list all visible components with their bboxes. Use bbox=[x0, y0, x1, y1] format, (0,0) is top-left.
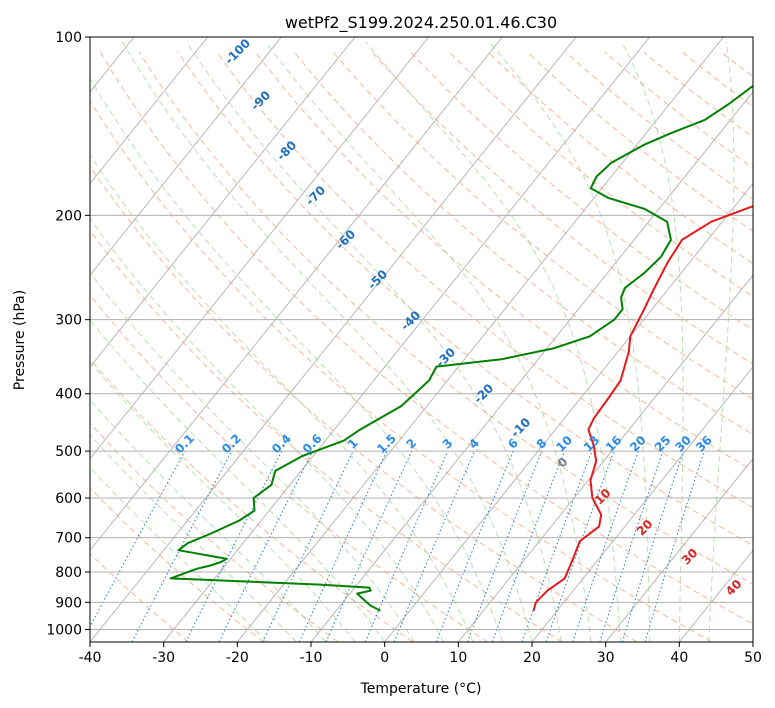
y-tick-label: 100 bbox=[55, 30, 82, 46]
mixing-ratio-line bbox=[572, 450, 639, 642]
isotherm-line bbox=[90, 37, 356, 368]
moist-adiabat-line bbox=[365, 41, 621, 642]
moist-adiabat-line bbox=[90, 77, 503, 642]
y-tick-label: 600 bbox=[55, 491, 82, 507]
moist-adiabat-line bbox=[265, 41, 592, 642]
dry-adiabat-line bbox=[293, 51, 753, 436]
x-tick-label: 20 bbox=[523, 650, 541, 666]
dry-adiabat-line bbox=[90, 358, 414, 642]
mixing-ratio-line bbox=[599, 450, 664, 642]
moist-adiabat-line bbox=[90, 361, 356, 642]
x-tick-label: 40 bbox=[670, 650, 688, 666]
moist-adiabat-line bbox=[90, 217, 445, 642]
y-tick-label: 400 bbox=[55, 387, 82, 403]
moist-adiabat-line bbox=[90, 319, 386, 642]
y-tick-label: 200 bbox=[55, 208, 82, 224]
y-axis-label: Pressure (hPa) bbox=[12, 290, 28, 390]
dry-adiabat-line bbox=[371, 51, 753, 365]
dry-adiabat-line bbox=[90, 165, 638, 642]
moist-adiabat-line bbox=[90, 434, 297, 642]
x-tick-label: 10 bbox=[449, 650, 467, 666]
isotherm-line bbox=[163, 37, 651, 642]
isotherm-line bbox=[384, 182, 753, 642]
mixing-ratio-line bbox=[521, 450, 593, 642]
y-tick-label: 700 bbox=[55, 531, 82, 547]
moist-adiabat-line bbox=[621, 41, 684, 642]
isotherm-line bbox=[457, 274, 753, 642]
x-tick-label: -30 bbox=[152, 650, 175, 666]
dewpoint-line bbox=[169, 84, 753, 612]
mixing-ratio-line bbox=[435, 450, 514, 642]
mixing-ratio-line bbox=[467, 450, 543, 642]
isotherm-line bbox=[90, 37, 282, 276]
mixing-ratio-line bbox=[545, 450, 615, 642]
dry-adiabat-line bbox=[90, 99, 712, 642]
y-tick-label: 800 bbox=[55, 565, 82, 581]
mixing-ratio-line bbox=[218, 450, 314, 642]
moist-adiabat-line bbox=[90, 466, 268, 642]
isotherm-line bbox=[605, 457, 753, 642]
mixing-ratio-line bbox=[393, 450, 475, 642]
y-tick-label: 500 bbox=[55, 444, 82, 460]
isotherm-line bbox=[90, 37, 577, 642]
moist-adiabat-line bbox=[708, 42, 735, 642]
x-tick-label: -40 bbox=[79, 650, 102, 666]
axes: -40 -30 -20 -10 0 10 20 30 40 50 100 200 300 400 500 60… bbox=[46, 30, 762, 666]
isotherm-line bbox=[90, 37, 503, 552]
y-tick-label: 900 bbox=[55, 595, 82, 611]
plot-frame bbox=[89, 36, 754, 643]
dry-adiabat-line bbox=[90, 552, 190, 642]
isotherm-line bbox=[90, 37, 430, 460]
dry-adiabat-line bbox=[332, 51, 753, 400]
dry-adiabat-line bbox=[90, 422, 339, 642]
background-lines bbox=[90, 37, 753, 642]
y-tick-label: 1000 bbox=[46, 622, 82, 638]
temperature-line bbox=[532, 205, 753, 612]
moist-adiabat-line bbox=[122, 41, 533, 642]
dry-adiabat-line bbox=[90, 294, 488, 642]
chart-title: wetPf2_S199.2024.250.01.46.C30 bbox=[285, 13, 557, 33]
moist-adiabat-line bbox=[186, 41, 562, 642]
mixing-ratio-line bbox=[491, 450, 566, 642]
isotherm-line bbox=[236, 37, 724, 642]
y-tick-label: 300 bbox=[55, 313, 82, 329]
x-tick-label: -10 bbox=[300, 650, 323, 666]
dry-adiabat-line bbox=[410, 51, 753, 331]
mixing-ratio-line bbox=[90, 450, 186, 628]
moist-adiabat-line bbox=[489, 41, 651, 642]
mixing-ratio-line bbox=[621, 450, 684, 642]
x-tick-label: 0 bbox=[380, 650, 389, 666]
mixing-ratio-line bbox=[325, 450, 413, 642]
moist-adiabat-line bbox=[90, 154, 474, 642]
profile-series bbox=[169, 84, 753, 612]
x-tick-label: -20 bbox=[226, 650, 249, 666]
x-axis-label: Temperature (°C) bbox=[360, 681, 482, 697]
mixing-ratio-line bbox=[364, 450, 449, 642]
isotherm-line bbox=[531, 366, 753, 642]
x-tick-label: 30 bbox=[597, 650, 615, 666]
mixing-ratio-line bbox=[644, 450, 705, 642]
moist-adiabat-line bbox=[90, 399, 327, 642]
x-tick-label: 50 bbox=[744, 650, 762, 666]
isotherm-line bbox=[90, 37, 209, 185]
